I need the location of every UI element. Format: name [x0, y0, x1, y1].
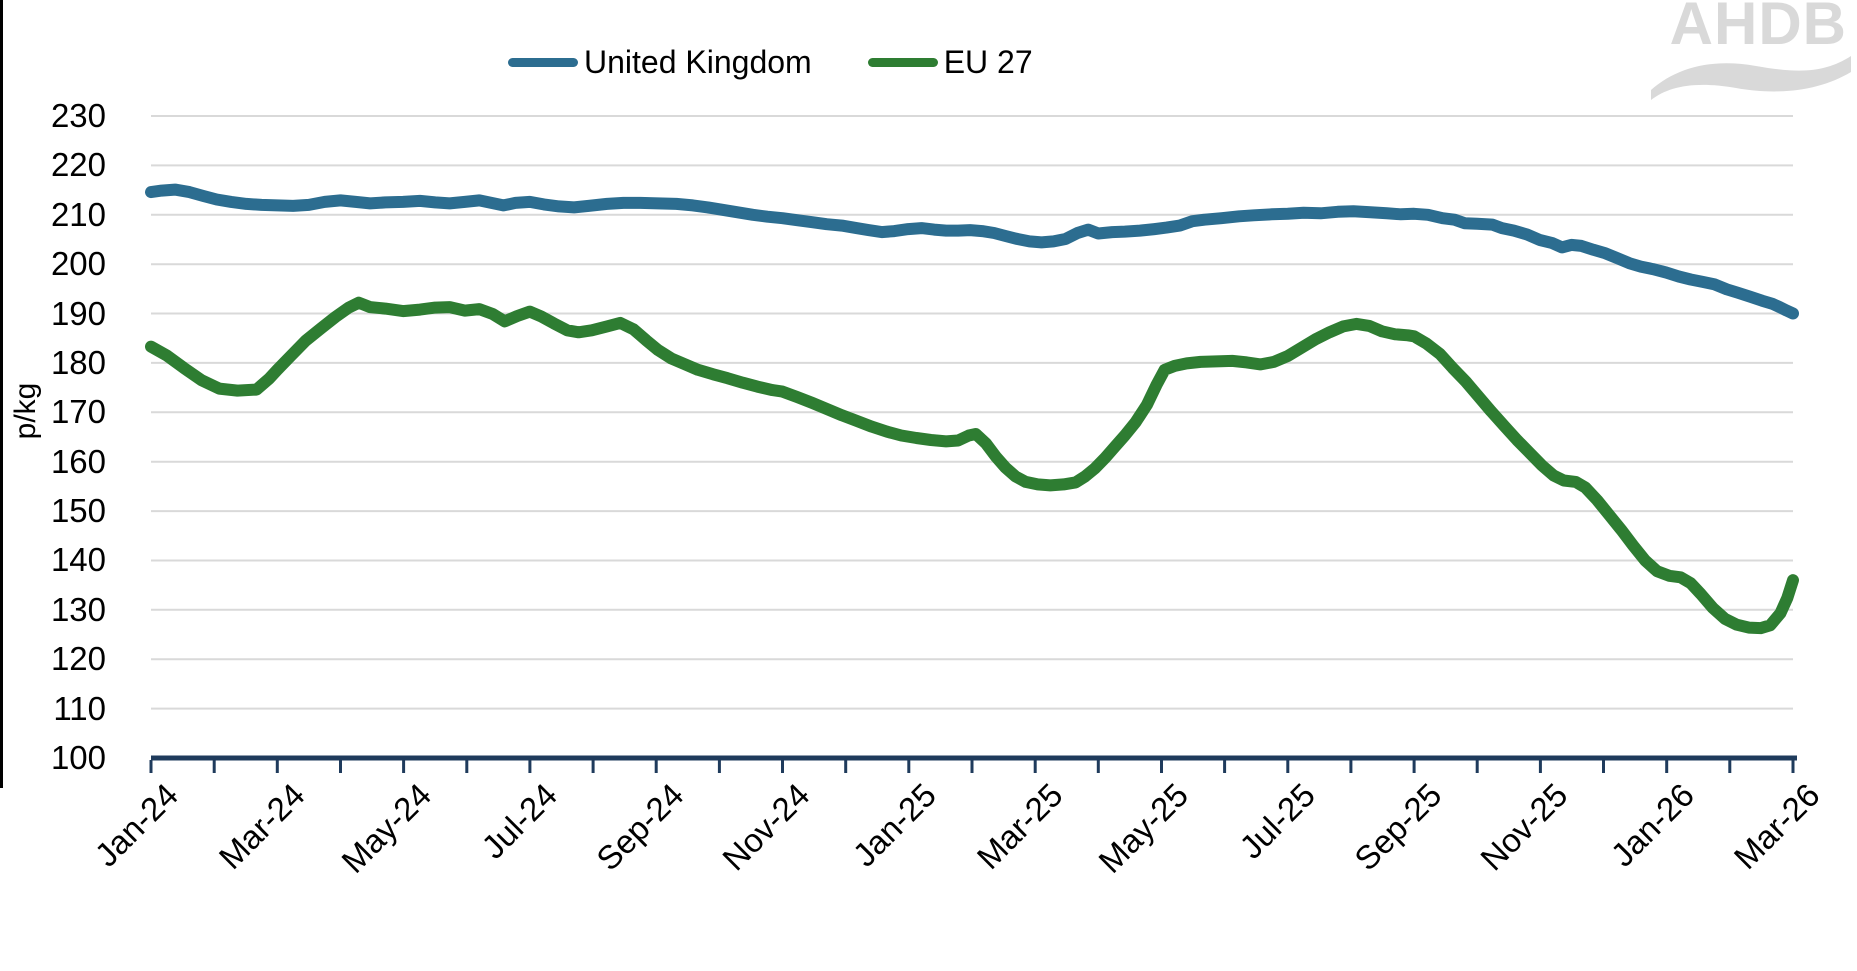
y-tick-label-130: 130 — [50, 590, 106, 628]
legend-item-united-kingdom[interactable]: United Kingdom — [508, 44, 812, 80]
y-tick-label-200: 200 — [50, 245, 106, 283]
chart-left-border — [0, 0, 3, 788]
y-tick-label-140: 140 — [50, 541, 106, 579]
legend-item-eu-27[interactable]: EU 27 — [867, 44, 1033, 80]
uk-series-line — [145, 183, 1799, 320]
eu-line-swatch-icon — [867, 57, 938, 67]
uk-line-swatch-icon — [508, 57, 578, 67]
y-tick-label-120: 120 — [50, 640, 106, 678]
legend-label-united-kingdom: United Kingdom — [584, 44, 812, 80]
chart-legend: United Kingdom EU 27 — [508, 44, 1033, 80]
y-tick-label-190: 190 — [50, 294, 106, 332]
y-tick-label-210: 210 — [50, 195, 106, 233]
y-tick-label-170: 170 — [50, 393, 106, 431]
y-tick-label-100: 100 — [50, 739, 106, 776]
ahdb-logo-swoosh-icon — [1651, 56, 1851, 100]
legend-label-eu-27: EU 27 — [943, 44, 1033, 80]
y-tick-label-160: 160 — [50, 442, 106, 480]
y-tick-label-180: 180 — [50, 343, 106, 381]
ahdb-logo-text: AHDB — [1669, 0, 1847, 57]
y-tick-label-220: 220 — [50, 146, 106, 184]
eu-series-line — [145, 296, 1799, 635]
y-tick-label-110: 110 — [53, 689, 106, 727]
y-tick-label-150: 150 — [50, 492, 106, 530]
y-tick-label-230: 230 — [50, 97, 106, 134]
ahdb-logo: AHDB — [1651, 0, 1851, 100]
